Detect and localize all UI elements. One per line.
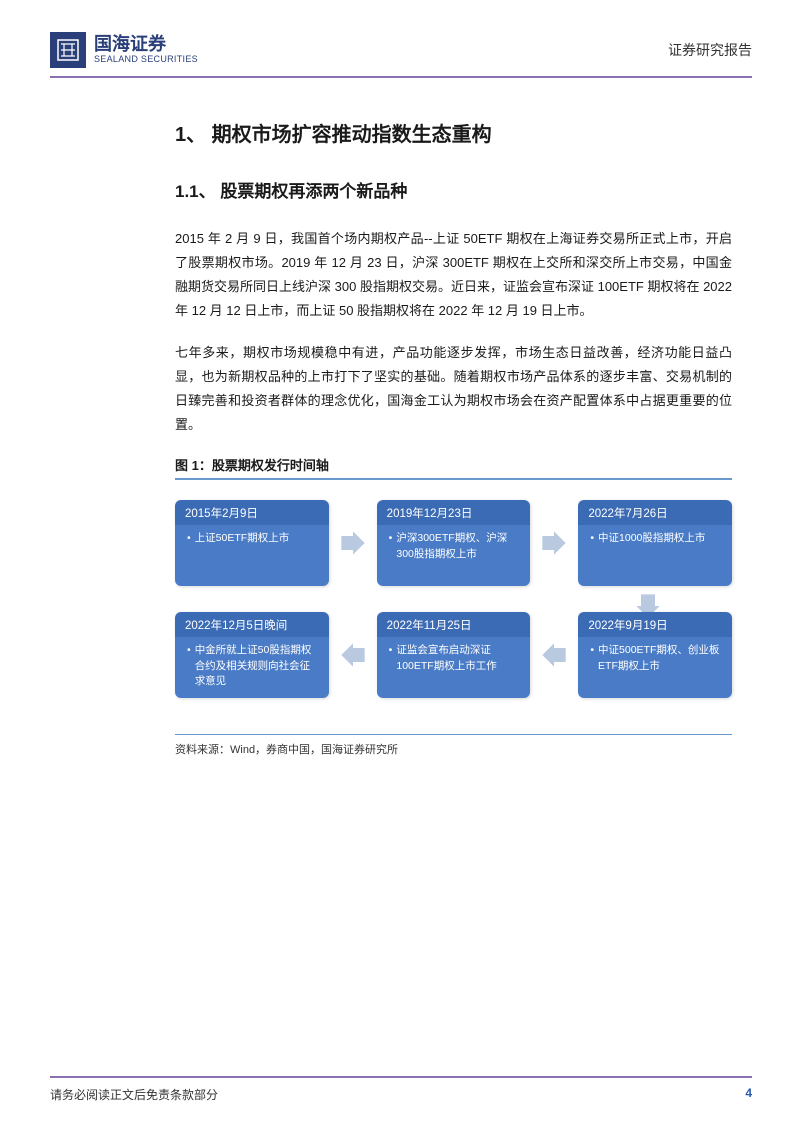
main-content: 1、 期权市场扩容推动指数生态重构 1.1、 股票期权再添两个新品种 2015 … xyxy=(0,78,802,757)
timeline-line: 中证1000股指期权上市 xyxy=(590,531,722,546)
logo-text: 国海证券 SEALAND SECURITIES xyxy=(94,35,198,65)
footer-disclaimer: 请务必阅读正文后免责条款部分 xyxy=(50,1086,218,1103)
timeline-body: 上证50ETF期权上市 xyxy=(175,525,329,586)
heading-1: 1、 期权市场扩容推动指数生态重构 xyxy=(175,118,732,147)
timeline-body: 沪深300ETF期权、沪深300股指期权上市 xyxy=(377,525,531,586)
figure-title: 图 1：股票期权发行时间轴 xyxy=(175,455,732,478)
timeline: 2015年2月9日 上证50ETF期权上市 2019年12月23日 沪深300E… xyxy=(175,496,732,730)
heading-2: 1.1、 股票期权再添两个新品种 xyxy=(175,177,732,202)
arrow-right-icon xyxy=(339,529,367,557)
timeline-date: 2022年11月25日 xyxy=(377,612,531,637)
timeline-node: 2022年12月5日晚间 中金所就上证50股指期权合约及相关规则向社会征求意见 xyxy=(175,612,329,698)
timeline-date: 2022年12月5日晚间 xyxy=(175,612,329,637)
timeline-date: 2015年2月9日 xyxy=(175,500,329,525)
footer-row: 请务必阅读正文后免责条款部分 4 xyxy=(50,1086,752,1103)
figure-rule-top xyxy=(175,478,732,480)
timeline-line: 证监会宣布启动深证100ETF期权上市工作 xyxy=(389,643,521,673)
arrow-left-icon xyxy=(540,641,568,669)
timeline-node: 2022年7月26日 中证1000股指期权上市 xyxy=(578,500,732,586)
timeline-body: 中证500ETF期权、创业板ETF期权上市 xyxy=(578,637,732,698)
document-type: 证券研究报告 xyxy=(668,40,752,60)
footer-rule xyxy=(50,1076,752,1078)
timeline-node: 2019年12月23日 沪深300ETF期权、沪深300股指期权上市 xyxy=(377,500,531,586)
timeline-node: 2015年2月9日 上证50ETF期权上市 xyxy=(175,500,329,586)
timeline-line: 中金所就上证50股指期权合约及相关规则向社会征求意见 xyxy=(187,643,319,689)
timeline-date: 2022年9月19日 xyxy=(578,612,732,637)
paragraph-2: 七年多来，期权市场规模稳中有进，产品功能逐步发挥，市场生态日益改善，经济功能日益… xyxy=(175,341,732,437)
timeline-date: 2022年7月26日 xyxy=(578,500,732,525)
figure-block: 图 1：股票期权发行时间轴 2015年2月9日 上证50ETF期权上市 2019… xyxy=(175,455,732,757)
arrow-right-icon xyxy=(540,529,568,557)
logo: 国海证券 SEALAND SECURITIES xyxy=(50,32,198,68)
page-header: 国海证券 SEALAND SECURITIES 证券研究报告 xyxy=(0,0,802,76)
timeline-line: 沪深300ETF期权、沪深300股指期权上市 xyxy=(389,531,521,561)
timeline-line: 中证500ETF期权、创业板ETF期权上市 xyxy=(590,643,722,673)
timeline-row-2: 2022年12月5日晚间 中金所就上证50股指期权合约及相关规则向社会征求意见 … xyxy=(175,612,732,698)
timeline-row-1: 2015年2月9日 上证50ETF期权上市 2019年12月23日 沪深300E… xyxy=(175,500,732,586)
arrow-left-icon xyxy=(339,641,367,669)
timeline-body: 中金所就上证50股指期权合约及相关规则向社会征求意见 xyxy=(175,637,329,698)
logo-mark xyxy=(50,32,86,68)
page-footer: 请务必阅读正文后免责条款部分 4 xyxy=(50,1076,752,1103)
paragraph-1: 2015 年 2 月 9 日，我国首个场内期权产品--上证 50ETF 期权在上… xyxy=(175,227,732,323)
timeline-body: 中证1000股指期权上市 xyxy=(578,525,732,586)
page-number: 4 xyxy=(745,1086,752,1103)
timeline-date: 2019年12月23日 xyxy=(377,500,531,525)
figure-source: 资料来源：Wind，券商中国，国海证券研究所 xyxy=(175,741,732,757)
timeline-node: 2022年11月25日 证监会宣布启动深证100ETF期权上市工作 xyxy=(377,612,531,698)
timeline-line: 上证50ETF期权上市 xyxy=(187,531,319,546)
logo-cn: 国海证券 xyxy=(94,35,198,55)
timeline-body: 证监会宣布启动深证100ETF期权上市工作 xyxy=(377,637,531,698)
figure-rule-bottom xyxy=(175,734,732,735)
logo-en: SEALAND SECURITIES xyxy=(94,55,198,65)
timeline-node: 2022年9月19日 中证500ETF期权、创业板ETF期权上市 xyxy=(578,612,732,698)
